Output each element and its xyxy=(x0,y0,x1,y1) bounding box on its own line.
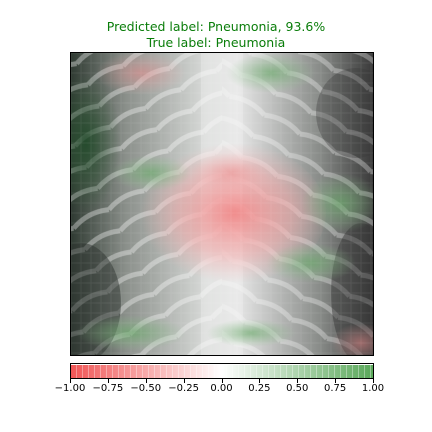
colorbar-tick xyxy=(259,379,261,383)
colorbar-axis: −1.00 −0.75 −0.50 −0.25 0.00 0.25 0.50 0.75 1.00 xyxy=(55,379,384,403)
colorbar-tick xyxy=(335,379,337,383)
colorbar-tick-label: −0.25 xyxy=(168,383,199,394)
colorbar-tick-label: 1.00 xyxy=(361,383,385,394)
colorbar-tick-label: 0.50 xyxy=(286,383,309,394)
predicted-label-title: Predicted label: Pneumonia, 93.6% xyxy=(106,19,326,34)
colorbar-tick-label: −0.50 xyxy=(130,383,162,394)
colorbar-tick xyxy=(221,379,223,383)
colorbar-tick-label: −0.75 xyxy=(92,383,124,394)
colorbar-tick xyxy=(107,379,109,383)
xray-attribution-image xyxy=(70,52,374,356)
colorbar-tick xyxy=(373,379,374,383)
colorbar xyxy=(70,363,374,379)
colorbar-gradient xyxy=(71,365,373,378)
xray-heatmap-overlay xyxy=(71,53,373,355)
colorbar-tick-label: −1.00 xyxy=(54,383,86,394)
colorbar-tick-label: 0.75 xyxy=(323,383,347,394)
true-label-title: True label: Pneumonia xyxy=(146,35,286,50)
colorbar-tick xyxy=(297,379,299,383)
colorbar-tick xyxy=(145,379,147,383)
colorbar-tick-label: 0.00 xyxy=(210,383,233,394)
colorbar-tick xyxy=(70,379,71,383)
colorbar-tick-label: 0.25 xyxy=(248,383,271,394)
colorbar-tick xyxy=(183,379,185,383)
